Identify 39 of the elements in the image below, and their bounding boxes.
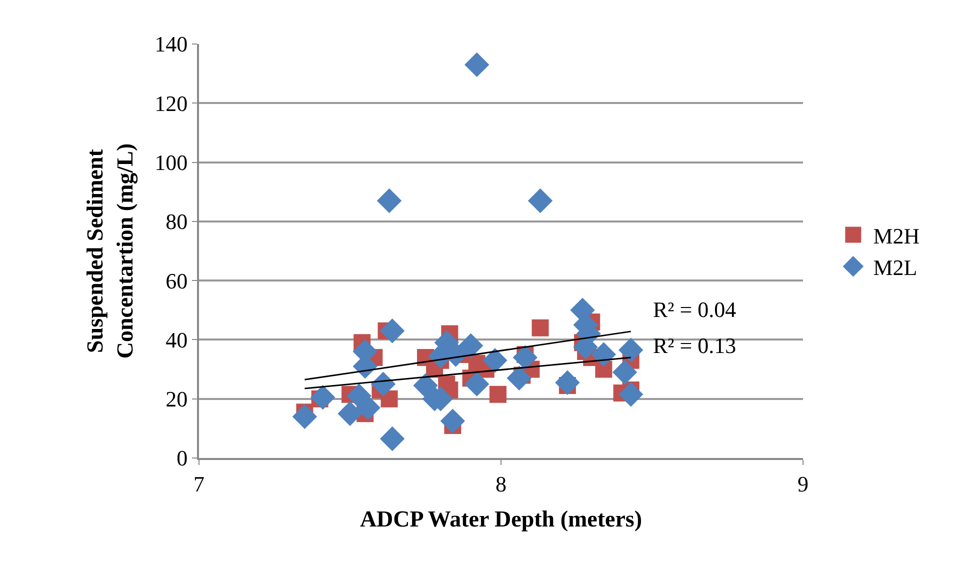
y-tick-label: 20 — [166, 386, 188, 412]
point — [458, 333, 484, 358]
point — [440, 408, 466, 434]
x-tick-label: 7 — [194, 471, 204, 496]
point — [618, 338, 644, 362]
y-tick-label: 120 — [154, 90, 188, 116]
y-tick-label: 60 — [166, 268, 188, 294]
annotation: R² = 0.04 — [653, 297, 736, 322]
point — [532, 319, 549, 336]
annotation: R² = 0.13 — [653, 333, 736, 358]
y-tick-label: 140 — [154, 32, 188, 57]
y-tick-label: 40 — [166, 327, 188, 352]
x-axis-title: ADCP Water Depth (meters) — [360, 506, 642, 532]
y-tick-label: 0 — [176, 446, 188, 471]
point — [338, 401, 362, 426]
legend-label: M2L — [873, 254, 918, 280]
point — [528, 188, 553, 214]
y-tick-label: 80 — [166, 209, 188, 234]
x-tick-label: 8 — [496, 471, 506, 496]
x-tick-label: 9 — [798, 471, 808, 496]
point — [512, 345, 538, 370]
point — [292, 404, 318, 429]
point — [555, 370, 580, 395]
point — [380, 318, 405, 344]
point — [356, 395, 380, 420]
point — [380, 426, 405, 452]
point — [612, 360, 638, 385]
point — [376, 188, 402, 214]
point — [310, 385, 336, 410]
point — [591, 342, 616, 367]
point — [489, 386, 506, 403]
point — [482, 348, 508, 373]
point — [464, 52, 490, 78]
y-tick-label: 100 — [154, 150, 188, 175]
y-axis-title: Suspended Sediment Concentartion (mg/L) — [82, 143, 139, 359]
point — [618, 382, 644, 407]
point — [506, 366, 532, 391]
point — [464, 372, 490, 396]
legend-label: M2H — [873, 223, 920, 248]
